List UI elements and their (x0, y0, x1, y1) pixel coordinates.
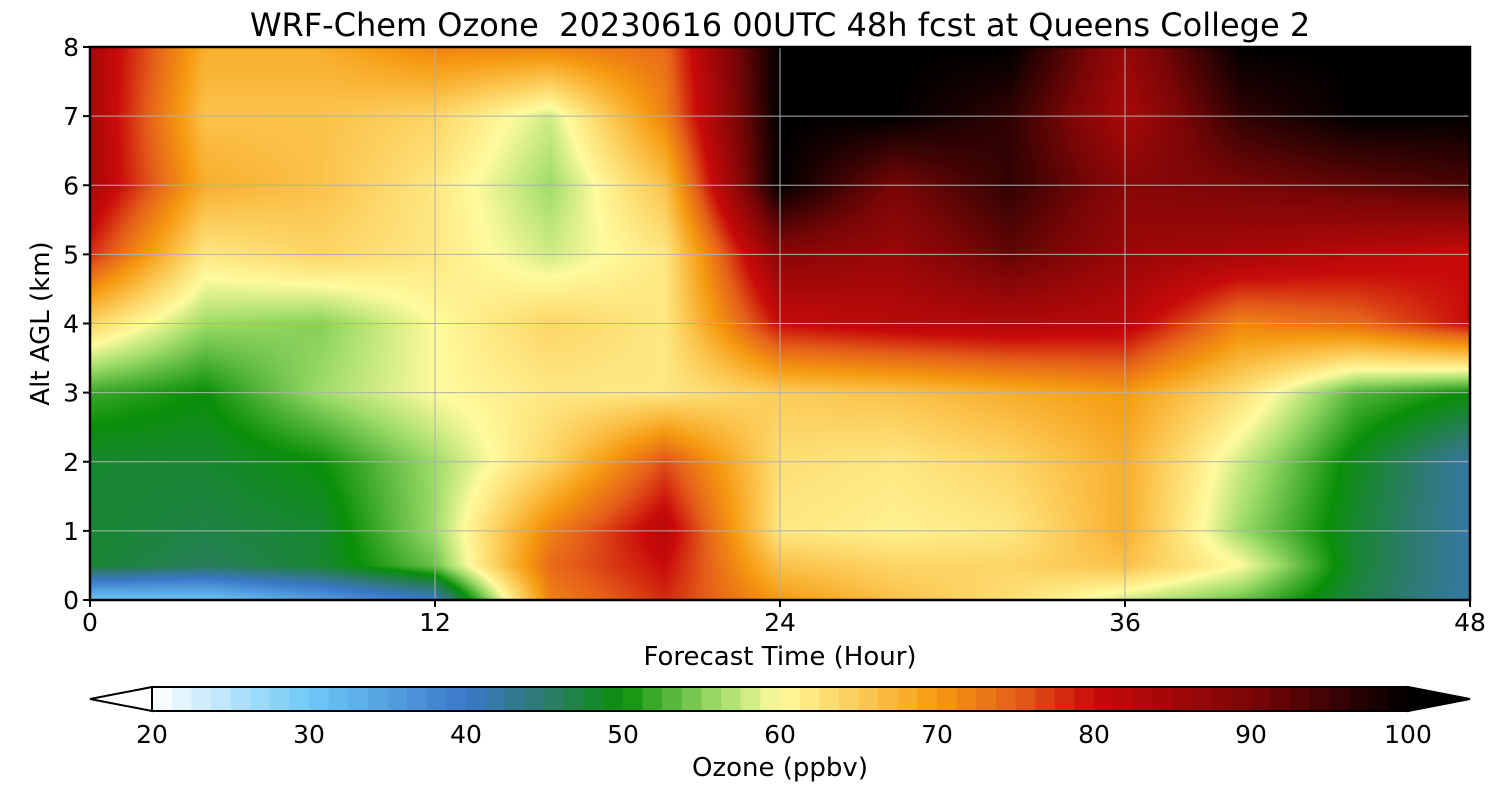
colorbar-segment (1035, 687, 1056, 711)
colorbar-segment (662, 687, 683, 711)
y-tick-label: 8 (63, 33, 79, 62)
y-tick-label: 7 (63, 102, 79, 131)
colorbar-segment (897, 687, 918, 711)
colorbar-segment (740, 687, 761, 711)
colorbar-segment (701, 687, 722, 711)
colorbar-segment (1152, 687, 1174, 711)
colorbar-segment (505, 687, 526, 711)
colorbar-segment (230, 687, 251, 711)
colorbar-segment (426, 687, 447, 711)
colorbar-segment (1231, 687, 1252, 711)
colorbar-segment (289, 687, 310, 711)
y-tick-label: 1 (63, 517, 79, 546)
colorbar-segment (681, 687, 703, 711)
colorbar-segment (838, 687, 860, 711)
colorbar-segment (819, 687, 840, 711)
colorbar-segment (878, 687, 899, 711)
colorbar-segment (171, 687, 192, 711)
colorbar-segment (466, 687, 487, 711)
colorbar-tick-label: 70 (921, 720, 953, 749)
colorbar-segment (309, 687, 330, 711)
colorbar-segment (1015, 687, 1036, 711)
colorbar-segment (1270, 687, 1291, 711)
colorbar-segment (956, 687, 977, 711)
y-tick-label: 4 (63, 310, 79, 339)
colorbar-segment (407, 687, 428, 711)
colorbar-segment (1094, 687, 1115, 711)
colorbar-tick-label: 40 (450, 720, 482, 749)
colorbar-segment (583, 687, 604, 711)
colorbar-segment (1309, 687, 1331, 711)
colorbar-segment (1388, 687, 1409, 711)
colorbar-tick-label: 30 (293, 720, 325, 749)
y-tick-label: 0 (63, 586, 79, 615)
colorbar-segment (721, 687, 742, 711)
colorbar-segment (1368, 687, 1389, 711)
colorbar-label: Ozone (ppbv) (692, 753, 868, 783)
colorbar-segment (642, 687, 663, 711)
colorbar-segment (780, 687, 801, 711)
x-tick-label: 0 (82, 608, 98, 637)
colorbar-segment (603, 687, 624, 711)
colorbar-tick-label: 50 (607, 720, 639, 749)
colorbar-segment (1290, 687, 1311, 711)
colorbar-segment (446, 687, 467, 711)
colorbar-segment (858, 687, 879, 711)
colorbar-segment (995, 687, 1017, 711)
colorbar-tick-label: 100 (1384, 720, 1432, 749)
colorbar-segment (623, 687, 644, 711)
colorbar-segment (544, 687, 565, 711)
colorbar-segment (1192, 687, 1213, 711)
x-tick-label: 36 (1109, 608, 1141, 637)
colorbar-segment (917, 687, 938, 711)
colorbar-segment (191, 687, 212, 711)
x-axis-label: Forecast Time (Hour) (643, 642, 916, 672)
y-tick-label: 2 (63, 448, 79, 477)
colorbar-segment (152, 687, 173, 711)
colorbar-segment (1133, 687, 1154, 711)
colorbar-segment (1211, 687, 1232, 711)
x-tick-label: 12 (419, 608, 451, 637)
y-tick-label: 6 (63, 171, 79, 200)
y-axis-label: Alt AGL (km) (26, 241, 56, 405)
colorbar-segment (937, 687, 958, 711)
colorbar-tick-label: 90 (1235, 720, 1267, 749)
colorbar-segment (1172, 687, 1193, 711)
x-tick-label: 48 (1454, 608, 1486, 637)
y-tick-label: 5 (63, 240, 79, 269)
colorbar-segment (799, 687, 820, 711)
colorbar-segment (269, 687, 290, 711)
colorbar-segment (348, 687, 369, 711)
colorbar-min-extend (89, 685, 153, 713)
y-tick-label: 3 (63, 379, 79, 408)
colorbar-segment (1054, 687, 1075, 711)
colorbar-tick-label: 60 (764, 720, 796, 749)
colorbar-segment (976, 687, 997, 711)
colorbar-max-extend (1407, 685, 1471, 713)
colorbar-segment (564, 687, 585, 711)
colorbar-segment (210, 687, 232, 711)
colorbar-segment (250, 687, 271, 711)
colorbar-segment (485, 687, 506, 711)
colorbar-tick-label: 80 (1078, 720, 1110, 749)
colorbar-segment (1349, 687, 1370, 711)
colorbar-segment (1251, 687, 1272, 711)
colorbar-segment (387, 687, 408, 711)
colorbar-segment (760, 687, 781, 711)
colorbar-segment (1113, 687, 1134, 711)
colorbar-segment (367, 687, 389, 711)
colorbar-tick-label: 20 (136, 720, 168, 749)
colorbar-segment (1329, 687, 1350, 711)
colorbar-segment (524, 687, 546, 711)
chart-title: WRF-Chem Ozone 20230616 00UTC 48h fcst a… (249, 6, 1311, 44)
colorbar-segment (328, 687, 349, 711)
x-tick-label: 24 (764, 608, 796, 637)
colorbar-segment (1074, 687, 1095, 711)
colorbar-frame (151, 686, 1409, 712)
